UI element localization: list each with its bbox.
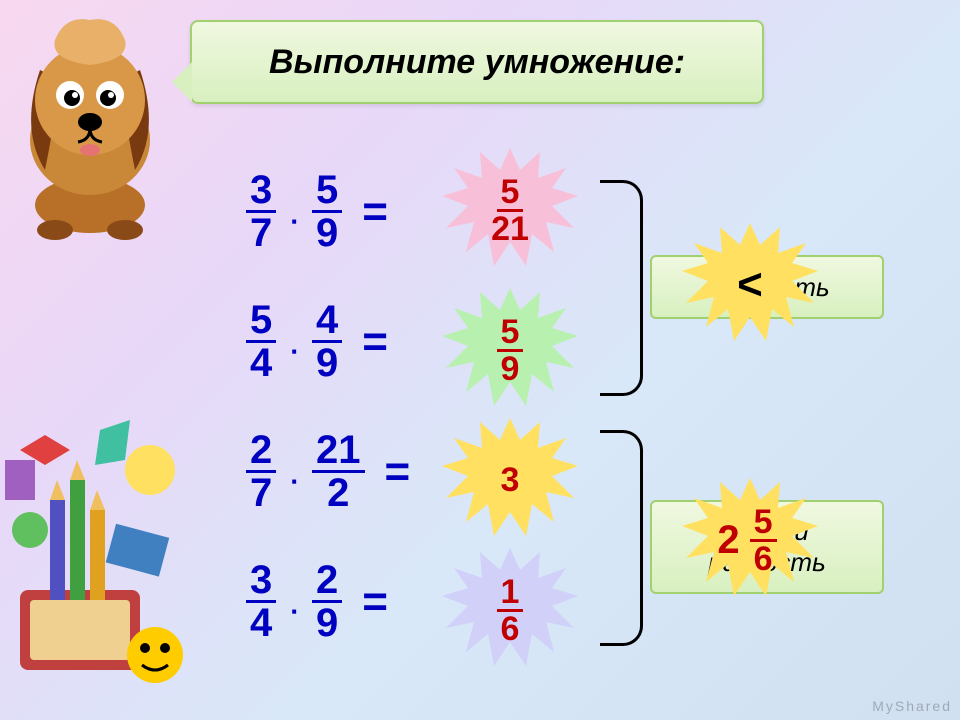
fraction-b: 29 [312,560,342,643]
answer-starburst-2: 59 [440,280,580,420]
starburst-label: 59 [491,315,530,386]
answer-starburst-3: 3 [440,410,580,550]
sumdiff-answer-starburst: 256 [680,470,820,610]
brace-1 [600,180,643,396]
starburst-label: 256 [717,505,782,576]
compare-answer-starburst: < [680,215,820,355]
multiply-dot: ∙ [290,466,298,498]
answer-starburst-4: 16 [440,540,580,680]
fraction-a: 54 [246,300,276,383]
fraction-a: 37 [246,170,276,253]
equals-sign: = [362,577,388,627]
school-supplies-illustration [0,410,200,710]
multiply-dot: ∙ [290,336,298,368]
fraction-a: 27 [246,430,276,513]
starburst-label: 3 [501,463,520,497]
fraction-b: 49 [312,300,342,383]
starburst-label: 16 [491,575,530,646]
multiply-dot: ∙ [290,206,298,238]
fraction-b: 212 [312,430,365,513]
starburst-label: 521 [481,175,539,246]
equals-sign: = [362,187,388,237]
fraction-b: 59 [312,170,342,253]
equation-row-4: 34 ∙ 29 = [240,560,402,643]
fraction-a: 34 [246,560,276,643]
equation-row-1: 37 ∙ 59 = [240,170,402,253]
multiply-dot: ∙ [290,596,298,628]
dog-illustration [0,10,180,240]
equation-row-3: 27 ∙ 212 = [240,430,424,513]
equals-sign: = [385,447,411,497]
answer-starburst-1: 521 [440,140,580,280]
title-text: Выполните умножение: [269,43,685,82]
brace-2 [600,430,643,646]
equals-sign: = [362,317,388,367]
watermark: MyShared [872,698,952,714]
title-box: Выполните умножение: [190,20,764,104]
equation-row-2: 54 ∙ 49 = [240,300,402,383]
starburst-label: < [737,263,763,307]
